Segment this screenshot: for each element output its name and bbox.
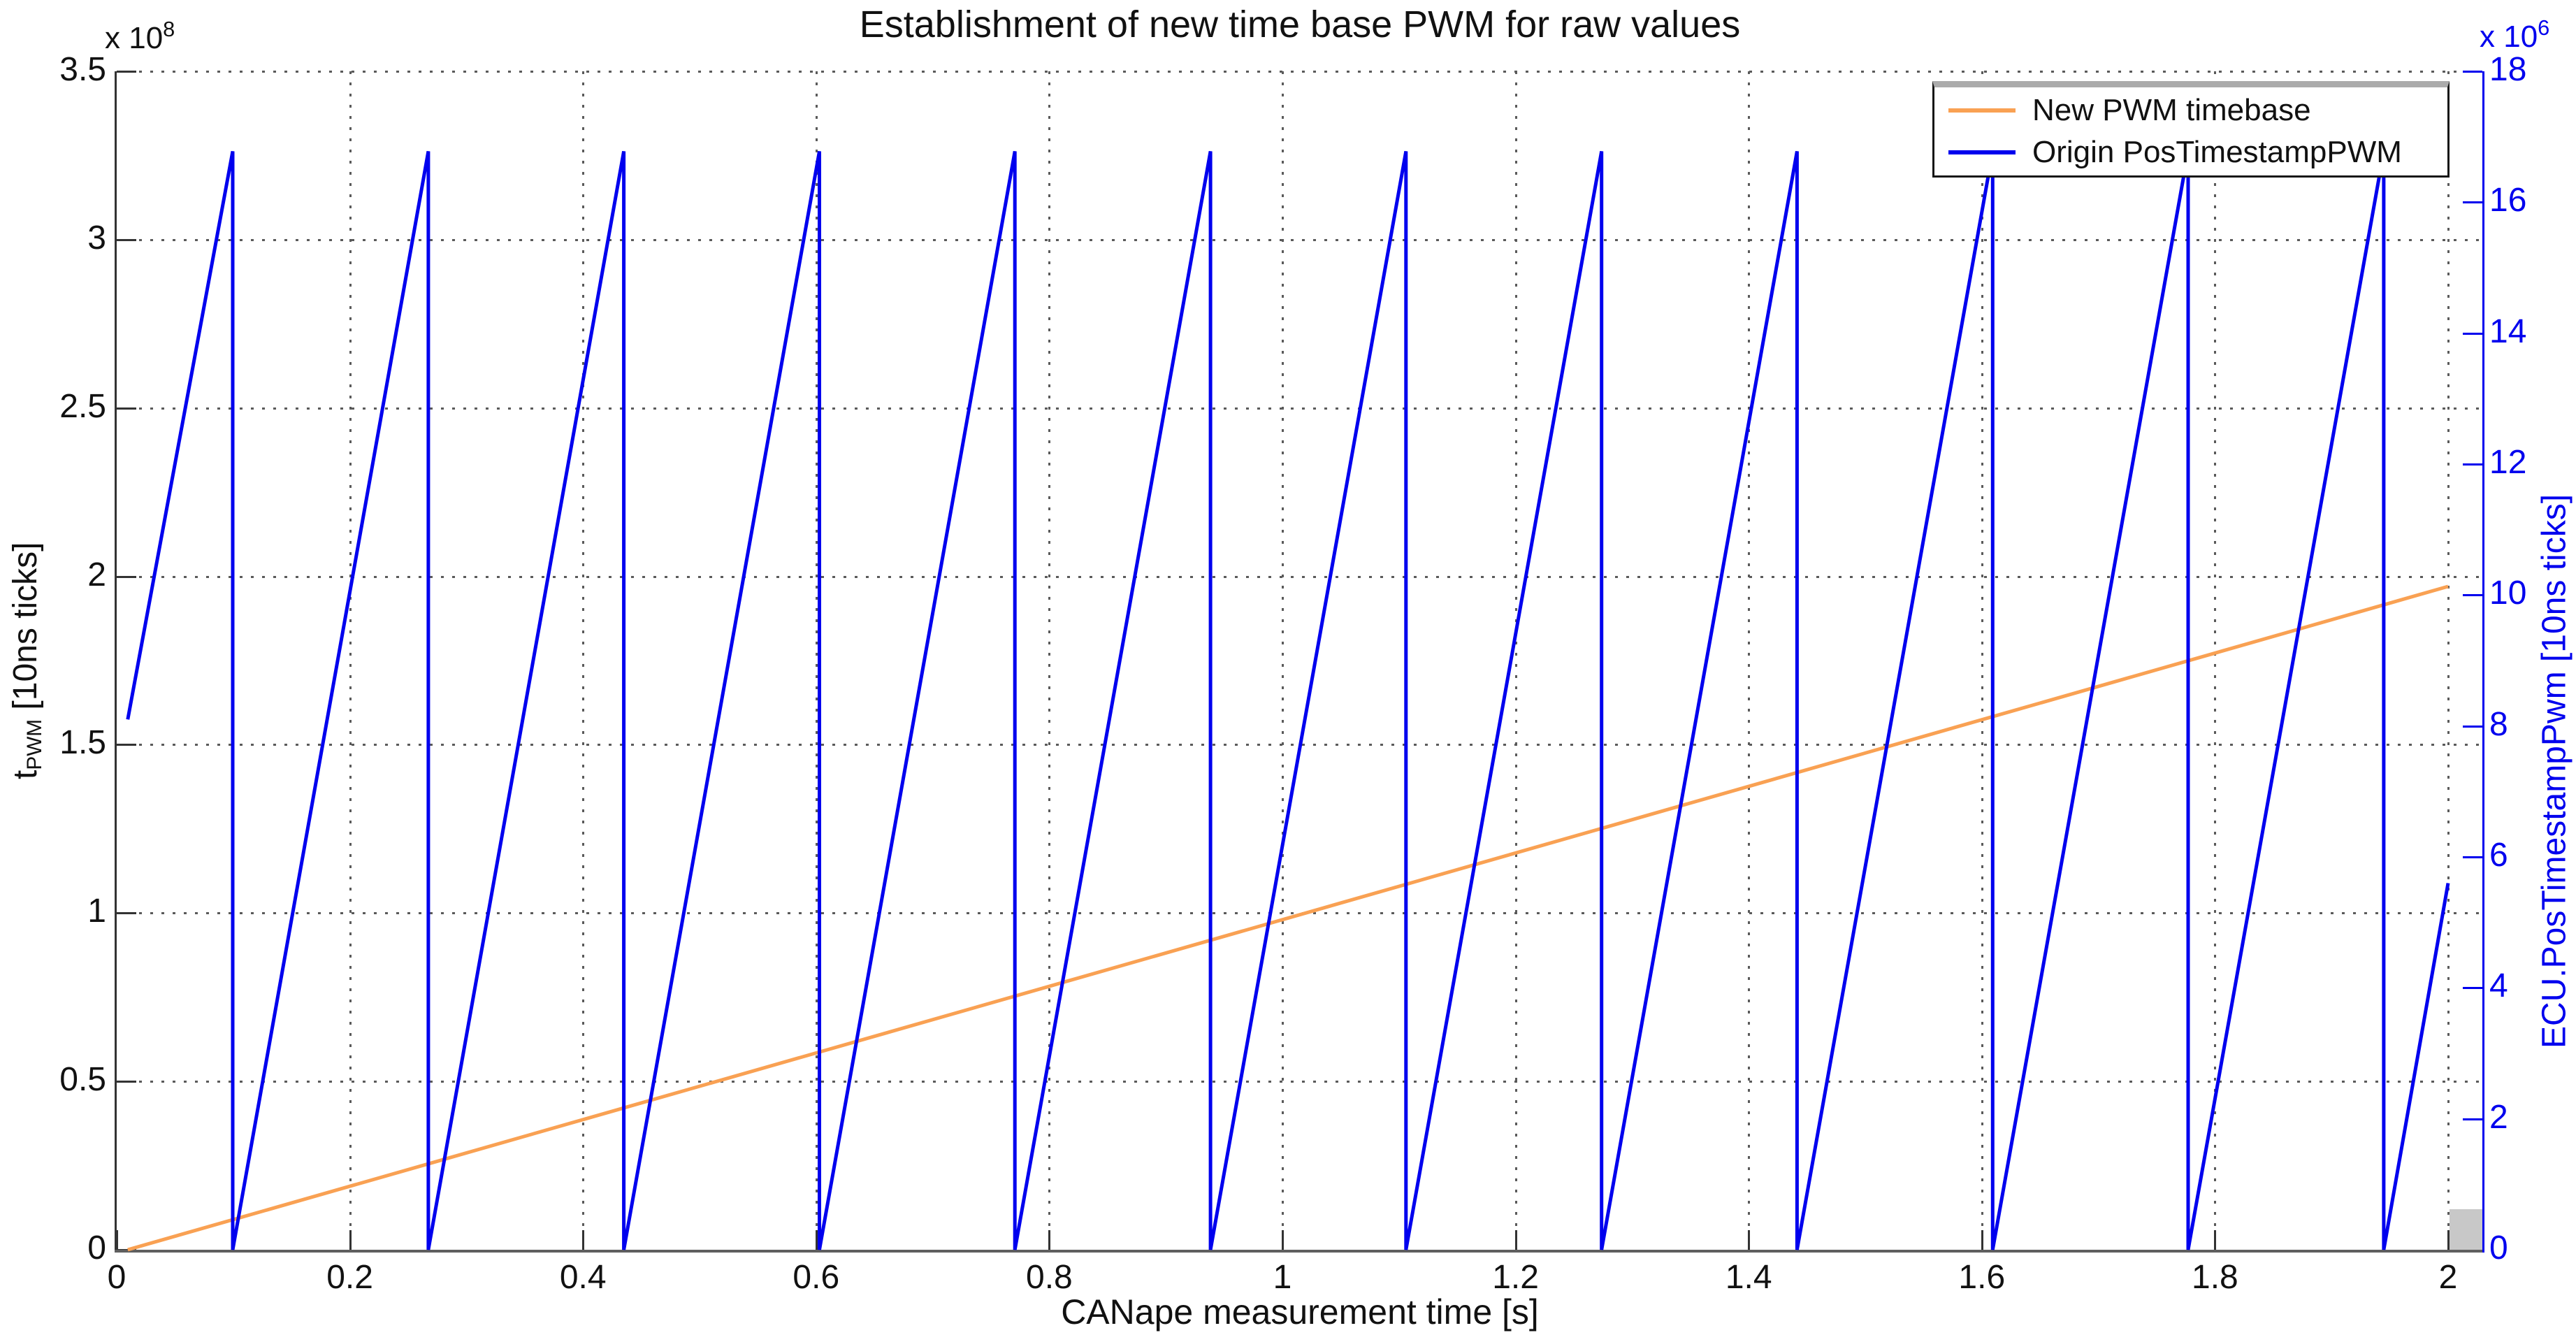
left-y-tick-mark bbox=[117, 744, 136, 746]
right-y-tick-mark bbox=[2463, 725, 2482, 728]
right-y-tick-mark bbox=[2463, 987, 2482, 990]
left-y-tick-mark bbox=[117, 407, 136, 410]
right-y-tick-label: 2 bbox=[2489, 1098, 2508, 1136]
x-tick-mark bbox=[2214, 1230, 2217, 1250]
legend-item-origin-postimestamppwm: Origin PosTimestampPWM bbox=[1948, 133, 2447, 172]
x-tick-label: 0.4 bbox=[559, 1259, 607, 1296]
grid-line-vertical bbox=[2447, 71, 2450, 1250]
x-tick-label: 1.4 bbox=[1725, 1259, 1772, 1296]
x-axis-label: CANape measurement time [s] bbox=[1061, 1292, 1539, 1332]
legend-swatch-blue-line bbox=[1948, 150, 2016, 155]
left-y-tick-label: 1 bbox=[87, 893, 106, 930]
left-y-tick-mark bbox=[117, 238, 136, 241]
x-tick-mark bbox=[1981, 1230, 1983, 1250]
right-y-tick-mark bbox=[2463, 332, 2482, 335]
x-tick-mark bbox=[815, 1230, 818, 1250]
grid-line-vertical bbox=[815, 71, 818, 1250]
left-y-tick-label: 2.5 bbox=[59, 387, 106, 425]
x-tick-mark bbox=[1748, 1230, 1751, 1250]
grid-line-horizontal bbox=[117, 407, 2482, 410]
x-tick-label: 1.6 bbox=[1958, 1259, 2006, 1296]
left-y-tick-label: 0 bbox=[87, 1229, 106, 1267]
left-scale-power: 8 bbox=[163, 17, 175, 41]
left-y-tick-label: 3.5 bbox=[59, 51, 106, 88]
right-y-tick-label: 4 bbox=[2489, 967, 2508, 1005]
legend-label: Origin PosTimestampPWM bbox=[2032, 135, 2402, 170]
left-y-tick-label: 1.5 bbox=[59, 724, 106, 762]
x-tick-mark bbox=[116, 1230, 118, 1250]
left-scale-base: x 10 bbox=[105, 20, 164, 55]
right-axis-line bbox=[2482, 71, 2484, 1253]
right-y-tick-mark bbox=[2463, 1118, 2482, 1120]
right-y-tick-mark bbox=[2463, 201, 2482, 204]
grid-line-horizontal bbox=[117, 912, 2482, 915]
left-y-axis-label: tPWM [10ns ticks] bbox=[6, 486, 47, 835]
x-tick-label: 1.2 bbox=[1492, 1259, 1539, 1296]
left-y-tick-label: 0.5 bbox=[59, 1061, 106, 1099]
right-y-tick-label: 0 bbox=[2489, 1229, 2508, 1267]
chart-title: Establishment of new time base PWM for r… bbox=[859, 3, 1741, 45]
x-tick-label: 0.2 bbox=[326, 1259, 373, 1296]
left-y-tick-label: 3 bbox=[87, 219, 106, 257]
right-scale-power: 6 bbox=[2538, 15, 2550, 40]
right-y-tick-label: 16 bbox=[2489, 182, 2527, 219]
grid-line-vertical bbox=[1048, 71, 1051, 1250]
left-y-tick-mark bbox=[117, 71, 136, 73]
right-y-tick-label: 12 bbox=[2489, 444, 2527, 481]
left-y-tick-mark bbox=[117, 1081, 136, 1083]
grid-line-vertical bbox=[1748, 71, 1751, 1250]
bottom-axis-line bbox=[115, 1250, 2484, 1253]
x-tick-label: 0.6 bbox=[793, 1259, 840, 1296]
left-axis-line bbox=[115, 71, 117, 1252]
legend: New PWM timebase Origin PosTimestampPWM bbox=[1932, 81, 2450, 178]
right-y-tick-mark bbox=[2463, 594, 2482, 597]
grid-line-horizontal bbox=[117, 1081, 2482, 1083]
grid-line-vertical bbox=[1981, 71, 1983, 1250]
grid-line-vertical bbox=[1514, 71, 1517, 1250]
x-tick-label: 0 bbox=[107, 1259, 126, 1296]
grid-line-vertical bbox=[1282, 71, 1284, 1250]
x-tick-label: 0.8 bbox=[1026, 1259, 1073, 1296]
x-tick-label: 1.8 bbox=[2192, 1259, 2238, 1296]
right-y-tick-label: 6 bbox=[2489, 837, 2508, 874]
grid-line-vertical bbox=[2214, 71, 2217, 1250]
left-y-tick-mark bbox=[117, 575, 136, 578]
x-tick-label: 1 bbox=[1273, 1259, 1292, 1296]
x-tick-mark bbox=[1282, 1230, 1284, 1250]
x-tick-mark bbox=[1048, 1230, 1051, 1250]
corner-artifact-box bbox=[2450, 1209, 2482, 1250]
right-y-tick-label: 8 bbox=[2489, 705, 2508, 743]
x-tick-label: 2 bbox=[2438, 1259, 2458, 1296]
x-tick-mark bbox=[582, 1230, 585, 1250]
right-y-tick-label: 18 bbox=[2489, 51, 2527, 88]
grid-line-horizontal bbox=[117, 575, 2482, 578]
right-y-tick-label: 14 bbox=[2489, 312, 2527, 350]
right-y-tick-mark bbox=[2463, 856, 2482, 858]
legend-swatch-orange-line bbox=[1948, 108, 2016, 113]
legend-label: New PWM timebase bbox=[2032, 92, 2311, 127]
x-tick-mark bbox=[349, 1230, 352, 1250]
grid-line-horizontal bbox=[117, 71, 2482, 73]
legend-item-new-pwm-timebase: New PWM timebase bbox=[1948, 91, 2447, 130]
series-new-pwm-timebase bbox=[127, 584, 2449, 1252]
right-scale-base: x 10 bbox=[2480, 19, 2538, 54]
series-origin-postimestamppwm bbox=[126, 151, 2450, 1250]
left-scale-exponent: x 108 bbox=[105, 17, 175, 56]
grid-line-vertical bbox=[349, 71, 352, 1250]
grid-line-horizontal bbox=[117, 744, 2482, 746]
x-tick-mark bbox=[1514, 1230, 1517, 1250]
right-y-tick-mark bbox=[2463, 71, 2482, 73]
right-scale-exponent: x 106 bbox=[2480, 15, 2549, 55]
left-y-axis-label-symbol: t bbox=[6, 770, 44, 779]
left-y-tick-mark bbox=[117, 912, 136, 915]
right-y-tick-label: 10 bbox=[2489, 575, 2527, 612]
right-y-tick-mark bbox=[2463, 463, 2482, 466]
left-y-tick-label: 2 bbox=[87, 556, 106, 593]
grid-line-horizontal bbox=[117, 238, 2482, 241]
grid-line-vertical bbox=[582, 71, 585, 1250]
